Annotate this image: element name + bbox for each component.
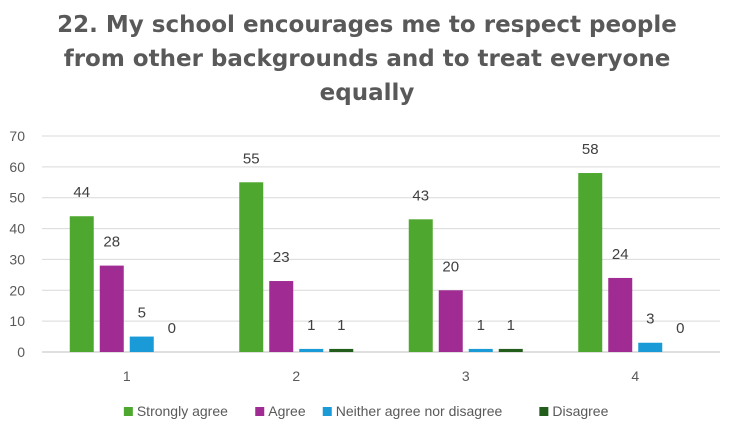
data-label: 3 (646, 311, 654, 328)
legend-swatch (322, 407, 332, 416)
x-tick-label: 4 (631, 368, 639, 384)
data-label: 58 (582, 141, 599, 158)
bar (329, 348, 354, 352)
bar (239, 182, 264, 352)
data-label: 1 (307, 317, 315, 334)
data-label: 0 (676, 320, 684, 337)
chart-title-line-3: equally (319, 80, 415, 106)
legend-swatch (255, 407, 265, 416)
bar (468, 348, 493, 352)
bar (638, 342, 663, 352)
y-tick-label: 20 (9, 282, 25, 298)
data-label: 24 (612, 246, 629, 263)
x-tick-label: 3 (462, 368, 470, 384)
chart-title-line-2: from other backgrounds and to treat ever… (63, 46, 671, 72)
bar (69, 216, 94, 352)
bar (438, 290, 463, 352)
y-tick-label: 70 (9, 128, 25, 144)
bar (299, 348, 324, 352)
y-tick-label: 10 (9, 313, 25, 329)
data-label: 20 (442, 258, 459, 275)
x-tick-label: 1 (123, 368, 131, 384)
bar (269, 281, 294, 352)
data-label: 1 (477, 317, 485, 334)
legend-label: Disagree (552, 403, 608, 419)
data-label: 5 (138, 305, 146, 322)
y-tick-label: 30 (9, 251, 25, 267)
bar (129, 336, 154, 352)
legend-label: Agree (268, 403, 306, 419)
legend-swatch (123, 407, 133, 416)
y-tick-label: 60 (9, 159, 25, 175)
x-tick-label: 2 (292, 368, 300, 384)
chart-title-line-1: 22. My school encourages me to respect p… (57, 12, 677, 38)
bar (408, 219, 433, 352)
legend-label: Strongly agree (137, 403, 228, 419)
bar (578, 173, 603, 352)
data-label: 43 (412, 187, 429, 204)
data-label: 55 (243, 150, 260, 167)
data-label: 23 (273, 249, 290, 266)
bar (498, 348, 523, 352)
y-tick-label: 0 (17, 344, 25, 360)
data-label: 28 (103, 234, 120, 251)
y-tick-label: 50 (9, 190, 25, 206)
data-label: 44 (73, 184, 90, 201)
bar (99, 265, 124, 352)
data-label: 0 (168, 320, 176, 337)
bar (608, 277, 633, 352)
data-label: 1 (507, 317, 515, 334)
data-label: 1 (337, 317, 345, 334)
chart-title: 22. My school encourages me to respect p… (0, 8, 734, 110)
legend-swatch (539, 407, 549, 416)
y-tick-label: 40 (9, 221, 25, 237)
legend-label: Neither agree nor disagree (336, 403, 503, 419)
